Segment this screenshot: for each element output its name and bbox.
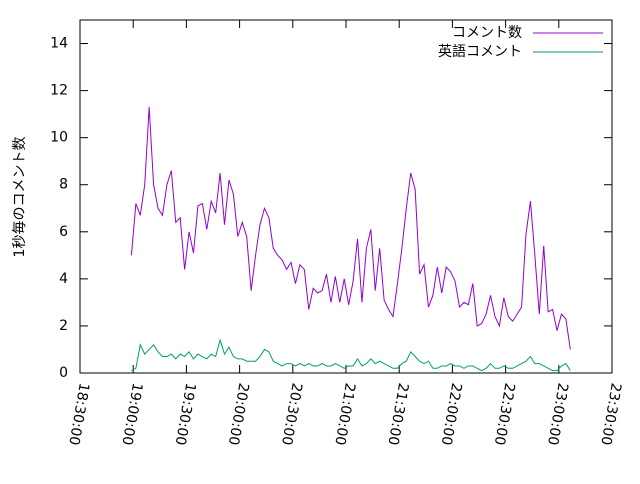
plot-border — [79, 19, 613, 374]
x-tick-label: 19:00:00 — [118, 382, 145, 447]
x-tick-label: 22:00:00 — [438, 382, 465, 447]
y-tick-label: 12 — [50, 83, 68, 99]
x-tick-label: 21:30:00 — [384, 382, 411, 447]
y-tick-label: 0 — [59, 365, 68, 381]
x-tick-label: 22:30:00 — [491, 382, 518, 447]
x-tick-label: 19:30:00 — [172, 382, 199, 447]
y-tick-label: 14 — [50, 36, 68, 52]
x-tick-label: 23:30:00 — [597, 382, 624, 447]
legend-label: コメント数 — [452, 25, 522, 41]
y-tick-label: 2 — [59, 318, 68, 334]
x-tick-label: 18:30:00 — [65, 382, 92, 447]
y-tick-label: 4 — [59, 271, 68, 287]
y-tick-label: 6 — [59, 224, 68, 240]
y-tick-label: 10 — [50, 130, 68, 146]
x-tick-label: 21:00:00 — [331, 382, 358, 447]
x-tick-label: 20:00:00 — [225, 382, 252, 447]
legend-label: 英語コメント — [438, 43, 522, 60]
y-tick-label: 8 — [59, 177, 68, 193]
series-line — [130, 107, 571, 350]
y-axis-label: 1秒毎のコメント数 — [12, 137, 28, 258]
x-tick-label: 23:00:00 — [544, 382, 571, 447]
x-tick-label: 20:30:00 — [278, 382, 305, 447]
series-line — [131, 338, 571, 372]
